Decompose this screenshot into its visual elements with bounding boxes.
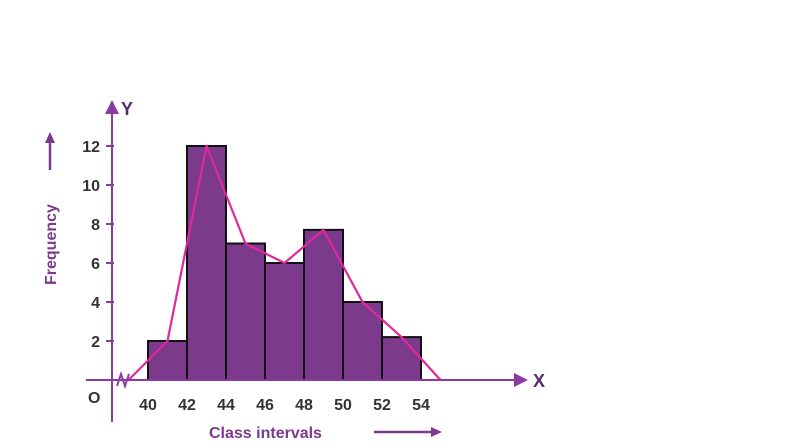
histogram-bar-48-50 <box>303 228 344 381</box>
x-tick-label: 46 <box>256 397 274 414</box>
x-tick-label: 50 <box>334 397 352 414</box>
histogram-bar-40-42 <box>147 340 188 381</box>
x-axis-title: Class intervals <box>209 425 322 442</box>
y-tick-label: 12 <box>82 139 100 156</box>
axis-break-symbol <box>116 370 130 390</box>
histogram-bar-46-48 <box>264 262 305 381</box>
y-tick-marks <box>106 145 114 342</box>
x-axis-arrowhead <box>514 373 528 387</box>
y-tick-label: 6 <box>91 256 100 273</box>
y-axis-arrowhead <box>105 100 119 114</box>
x-tick-label: 44 <box>217 397 235 414</box>
frequency-polygon-point <box>400 335 403 339</box>
frequency-polygon-point <box>322 228 325 232</box>
y-tick-label: 4 <box>91 295 100 312</box>
frequency-polygon-point <box>283 261 286 265</box>
y-axis-title-arrowhead <box>45 132 55 143</box>
y-axis-title: Frequency <box>43 204 60 285</box>
frequency-polygon-point <box>361 300 364 304</box>
frequency-polygon-point <box>166 339 169 343</box>
y-tick-label: 10 <box>82 178 100 195</box>
histogram-bar-44-46 <box>225 242 266 381</box>
x-axis-title-arrowhead <box>431 427 442 437</box>
origin-label: O <box>88 390 100 407</box>
x-axis-letter: X <box>533 371 545 391</box>
frequency-polygon-point <box>244 242 247 245</box>
histogram-bar-42-44 <box>186 145 227 381</box>
x-tick-label: 48 <box>295 397 313 414</box>
y-tick-label: 2 <box>91 334 100 351</box>
x-tick-label: 54 <box>412 397 430 414</box>
x-tick-label: 52 <box>373 397 391 414</box>
histogram-bar-52-54 <box>381 336 422 382</box>
y-axis-letter: Y <box>121 99 133 119</box>
x-tick-label: 40 <box>139 397 157 414</box>
frequency-polygon-point <box>205 144 208 148</box>
x-tick-label: 42 <box>178 397 196 414</box>
y-tick-label: 8 <box>91 217 100 234</box>
